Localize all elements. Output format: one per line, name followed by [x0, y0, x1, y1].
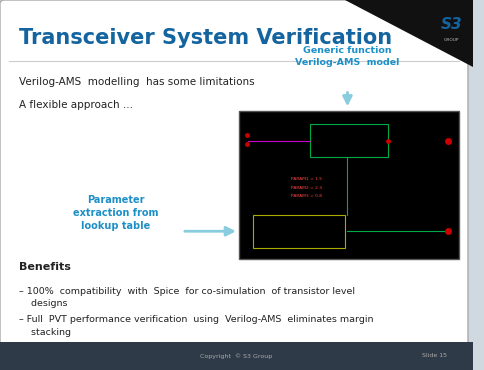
- Text: Copyright  © S3 Group: Copyright © S3 Group: [200, 353, 272, 359]
- Text: Generic function
Verilog-AMS  model: Generic function Verilog-AMS model: [295, 46, 399, 67]
- Text: Parameter
extraction from
lookup table: Parameter extraction from lookup table: [73, 195, 158, 231]
- FancyBboxPatch shape: [0, 0, 467, 346]
- Bar: [252, 215, 345, 248]
- Text: PARAM2 = 2.3: PARAM2 = 2.3: [290, 186, 321, 189]
- Text: Benefits: Benefits: [19, 262, 71, 272]
- Text: Slide 15: Slide 15: [422, 353, 446, 359]
- Text: S3: S3: [440, 17, 461, 31]
- Text: PARAM1 = 1.5: PARAM1 = 1.5: [290, 178, 321, 181]
- Text: GROUP: GROUP: [443, 38, 458, 41]
- Bar: [309, 124, 387, 157]
- Text: Transceiver System Verification: Transceiver System Verification: [19, 28, 391, 48]
- Polygon shape: [345, 0, 472, 67]
- Text: PARAM3 = 0.8: PARAM3 = 0.8: [290, 194, 321, 198]
- Text: Verilog-AMS  modelling  has some limitations: Verilog-AMS modelling has some limitatio…: [19, 77, 254, 87]
- Text: A flexible approach ...: A flexible approach ...: [19, 100, 133, 111]
- Text: – 100%  compatibility  with  Spice  for co-simulation  of transistor level
    d: – 100% compatibility with Spice for co-s…: [19, 287, 354, 308]
- Text: – Full  PVT performance verification  using  Verilog-AMS  eliminates margin
    : – Full PVT performance verification usin…: [19, 315, 373, 337]
- Bar: [0, 342, 472, 370]
- Bar: [238, 111, 457, 259]
